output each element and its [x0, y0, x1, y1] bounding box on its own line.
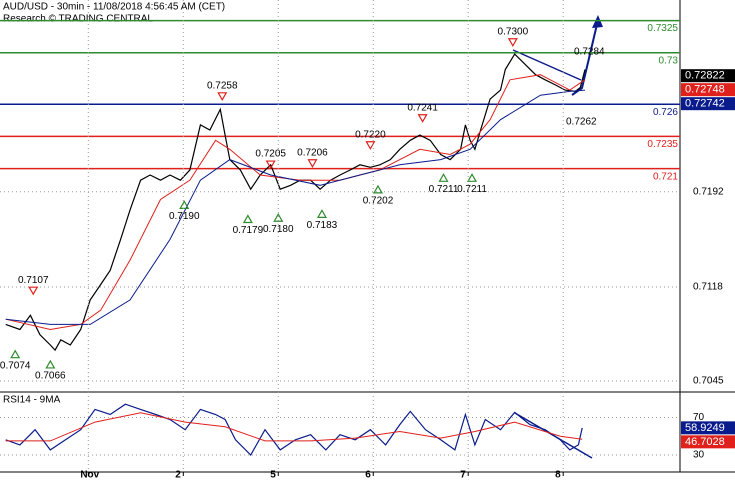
price-badge-label: 58.9249 [685, 422, 725, 434]
pivot-label: 0.7206 [297, 147, 328, 158]
arrow-head [592, 15, 603, 28]
pivot-marker [372, 184, 384, 194]
pivot-marker [307, 159, 318, 168]
pivot-label: 0.7202 [363, 196, 394, 207]
price-badge [681, 97, 735, 111]
pivot-label: 0.7211 [429, 184, 459, 195]
series-line [5, 74, 586, 331]
series-line [5, 412, 583, 442]
target-label: 0.7262 [566, 117, 597, 128]
pivot-label: 0.7258 [207, 80, 238, 91]
pivot-marker [179, 200, 190, 209]
price-badge-label: 0.72748 [685, 84, 725, 96]
y-tick-label: 30 [693, 450, 705, 461]
forecast-arrow [571, 19, 599, 96]
pivot-marker [417, 114, 428, 123]
price-badge [681, 435, 735, 449]
pivot-label: 0.7066 [35, 371, 66, 382]
pivot-marker [316, 209, 327, 218]
pivot-marker [45, 359, 56, 369]
price-badge [681, 421, 735, 435]
price-badge [681, 69, 735, 83]
pivot-label: 0.7074 [0, 360, 31, 371]
panel-title: RSI14 - 9MA [3, 395, 61, 406]
pivot-marker [217, 92, 228, 102]
x-tick-label: Nov [80, 470, 99, 480]
pivot-label: 0.7205 [255, 149, 286, 160]
pivot-label: 0.7107 [18, 275, 49, 286]
pivot-label: 0.7183 [307, 220, 338, 231]
pivot-marker [273, 213, 284, 222]
y-tick-label: 70 [693, 412, 705, 423]
price-badge-label: 0.72822 [685, 70, 725, 82]
x-tick-label: 8 [555, 470, 561, 480]
pivot-marker [28, 286, 39, 296]
x-tick-label: 6 [365, 470, 371, 480]
target-label: 0.7284 [574, 47, 605, 58]
pivot-label: 0.7300 [498, 26, 529, 37]
pivot-marker [438, 173, 449, 182]
pivot-marker [365, 141, 376, 150]
pivot-marker [10, 349, 21, 359]
y-tick-label: 0.7045 [693, 376, 724, 387]
pivot-label: 0.7180 [263, 224, 294, 235]
x-tick-label: 7 [460, 470, 466, 480]
pivot-label: 0.7179 [233, 225, 264, 236]
pivot-marker [507, 38, 518, 47]
pivot-label: 0.7241 [407, 102, 438, 113]
x-tick-label: 5 [270, 470, 276, 480]
pivot-marker [466, 173, 478, 182]
y-tick-label: 0.7118 [693, 282, 723, 293]
price-badge [681, 83, 735, 97]
pivot-marker [265, 160, 276, 170]
pivot-label: 0.7220 [355, 129, 386, 140]
series-line [5, 403, 583, 456]
chart-subtitle: Research © TRADING CENTRAL [3, 14, 153, 25]
pivot-label: 0.7190 [169, 211, 200, 222]
level-label: 0.726 [653, 107, 678, 118]
x-tick-label: 2 [175, 470, 181, 480]
price-badge-label: 0.72742 [685, 98, 725, 110]
level-label: 0.7235 [647, 139, 678, 150]
series-line [5, 89, 586, 325]
trend-line [512, 49, 582, 81]
level-label: 0.7325 [647, 23, 678, 34]
y-tick-label: 0.7192 [693, 186, 724, 197]
chart-title: AUD/USD - 30min - 11/08/2018 4:56:45 AM … [3, 2, 225, 13]
level-label: 0.73 [659, 55, 679, 66]
level-label: 0.721 [653, 171, 678, 182]
pivot-label: 0.7211 [457, 184, 487, 195]
pivot-marker [242, 214, 253, 224]
price-badge-label: 46.7028 [685, 436, 725, 448]
